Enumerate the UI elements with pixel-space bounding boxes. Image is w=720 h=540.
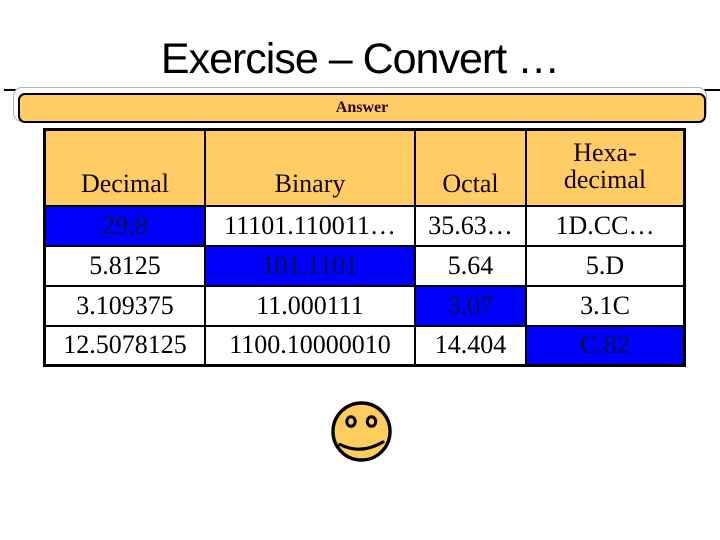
table-header-row: Decimal Binary Octal Hexa- decimal <box>43 128 686 207</box>
column-header-decimal: Decimal <box>43 128 206 207</box>
table-row: 29.8 11101.110011… 35.63… 1D.CC… <box>43 204 686 247</box>
cell-hexadecimal: C.82 <box>525 324 686 367</box>
answer-banner-label: Answer <box>335 99 389 116</box>
column-header-hexadecimal: Hexa- decimal <box>525 128 686 207</box>
cell-octal: 14.404 <box>414 324 527 367</box>
column-header-label: Hexa- decimal <box>563 137 647 194</box>
table-row: 5.8125 101.1101 5.64 5.D <box>43 244 686 287</box>
table-row: 12.5078125 1100.10000010 14.404 C.82 <box>43 324 686 367</box>
table-row: 3.109375 11.000111 3.07 3.1C <box>43 284 686 327</box>
cell-hexadecimal: 1D.CC… <box>525 204 686 247</box>
cell-octal: 5.64 <box>414 244 527 287</box>
column-header-label: Binary <box>274 168 346 198</box>
cell-hexadecimal: 3.1C <box>525 284 686 327</box>
smiley-face-icon <box>331 401 392 462</box>
answer-banner: Answer <box>18 93 706 123</box>
conversion-table: Decimal Binary Octal Hexa- decimal 29.8 … <box>43 128 686 367</box>
cell-decimal: 5.8125 <box>43 244 206 287</box>
cell-binary: 1100.10000010 <box>204 324 416 367</box>
cell-decimal: 12.5078125 <box>43 324 206 367</box>
column-header-octal: Octal <box>414 128 527 207</box>
cell-octal: 3.07 <box>414 284 527 327</box>
cell-hexadecimal: 5.D <box>525 244 686 287</box>
cell-binary: 11101.110011… <box>204 204 416 247</box>
cell-octal: 35.63… <box>414 204 527 247</box>
page-title: Exercise – Convert … <box>160 35 560 83</box>
cell-binary: 101.1101 <box>204 244 416 287</box>
column-header-label: Octal <box>442 168 499 198</box>
column-header-binary: Binary <box>204 128 416 207</box>
column-header-label: Decimal <box>80 168 170 198</box>
cell-binary: 11.000111 <box>204 284 416 327</box>
cell-decimal: 29.8 <box>43 204 206 247</box>
cell-decimal: 3.109375 <box>43 284 206 327</box>
